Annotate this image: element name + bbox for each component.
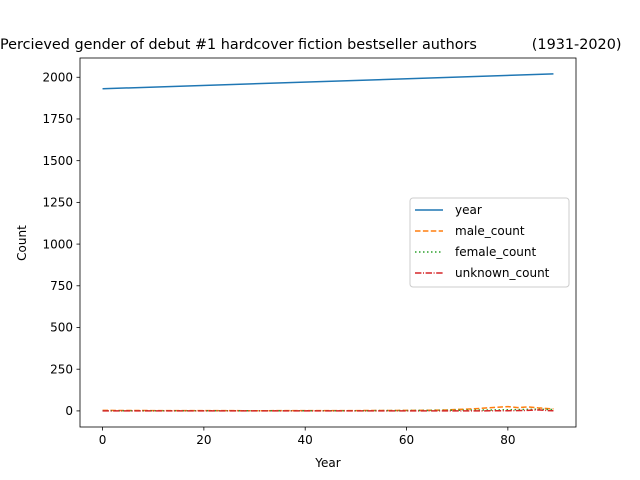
x-tick-label: 60 xyxy=(399,433,414,447)
y-tick-label: 1500 xyxy=(42,154,73,168)
y-tick-label: 0 xyxy=(65,404,73,418)
x-tick-label: 40 xyxy=(298,433,313,447)
y-tick-label: 750 xyxy=(50,279,73,293)
y-tick-label: 250 xyxy=(50,362,73,376)
x-tick-label: 20 xyxy=(196,433,211,447)
series-line-female-count xyxy=(102,408,554,412)
y-tick-label: 1750 xyxy=(42,112,73,126)
x-tick-label: 0 xyxy=(99,433,107,447)
axes: 0 20 40 60 80 0 250 500 750 1000 1250 1500 1750 2000 xyxy=(42,57,577,447)
legend-label: male_count xyxy=(455,224,525,238)
x-axis-label: Year xyxy=(314,456,340,470)
y-tick-label: 1000 xyxy=(42,237,73,251)
y-axis-label: Count xyxy=(15,225,29,261)
legend-label: female_count xyxy=(455,245,537,259)
y-tick-label: 1250 xyxy=(42,196,73,210)
y-tick-label: 500 xyxy=(50,321,73,335)
legend-box xyxy=(409,197,570,288)
legend: year male_count female_count unknown_count xyxy=(409,197,570,288)
legend-label: unknown_count xyxy=(455,266,550,280)
series-layer xyxy=(102,73,554,412)
plot-frame xyxy=(79,57,577,428)
legend-label: year xyxy=(455,203,482,217)
series-line-year xyxy=(102,73,554,90)
chart-title: Percieved gender of debut #1 hardcover f… xyxy=(0,37,621,53)
y-tick-label: 2000 xyxy=(42,70,73,84)
series-line-unknown-count xyxy=(102,409,554,412)
x-tick-label: 80 xyxy=(500,433,515,447)
